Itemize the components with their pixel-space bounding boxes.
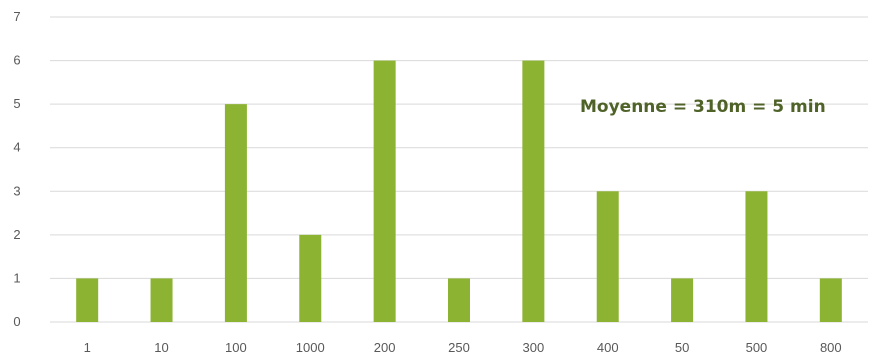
bar-1000 bbox=[299, 234, 322, 322]
x-tick-label: 1 bbox=[84, 340, 91, 355]
y-axis-ticks: 0 1 2 3 4 5 6 7 bbox=[13, 9, 20, 329]
gridlines bbox=[50, 16, 868, 323]
x-tick-label: 300 bbox=[523, 340, 545, 355]
bar-500 bbox=[745, 191, 768, 322]
x-tick-label: 10 bbox=[154, 340, 168, 355]
bar-400 bbox=[596, 191, 619, 322]
x-tick-label: 1000 bbox=[296, 340, 325, 355]
bar-800 bbox=[819, 278, 842, 322]
bar-50 bbox=[671, 278, 694, 322]
x-tick-label: 500 bbox=[746, 340, 768, 355]
y-tick-label: 5 bbox=[13, 96, 20, 111]
y-tick-label: 7 bbox=[13, 9, 20, 24]
y-tick-label: 2 bbox=[13, 227, 20, 242]
x-tick-label: 200 bbox=[374, 340, 396, 355]
bar-200 bbox=[373, 60, 396, 322]
average-annotation: Moyenne = 310m = 5 min bbox=[580, 97, 826, 117]
bar-300 bbox=[522, 60, 545, 322]
bar-10 bbox=[150, 278, 173, 322]
x-tick-label: 50 bbox=[675, 340, 689, 355]
x-tick-label: 100 bbox=[225, 340, 247, 355]
bar-1 bbox=[76, 278, 99, 322]
x-tick-label: 800 bbox=[820, 340, 842, 355]
x-tick-label: 400 bbox=[597, 340, 619, 355]
x-tick-label: 250 bbox=[448, 340, 470, 355]
bar-250 bbox=[448, 278, 470, 322]
y-tick-label: 6 bbox=[13, 53, 20, 68]
x-axis-ticks: 1 10 100 1000 200 250 300 400 50 500 800 bbox=[84, 340, 842, 355]
y-tick-label: 0 bbox=[13, 314, 20, 329]
y-tick-label: 3 bbox=[13, 183, 20, 198]
bars bbox=[76, 60, 842, 323]
bar-100 bbox=[224, 104, 247, 323]
y-tick-label: 4 bbox=[13, 140, 20, 155]
y-tick-label: 1 bbox=[13, 270, 20, 285]
